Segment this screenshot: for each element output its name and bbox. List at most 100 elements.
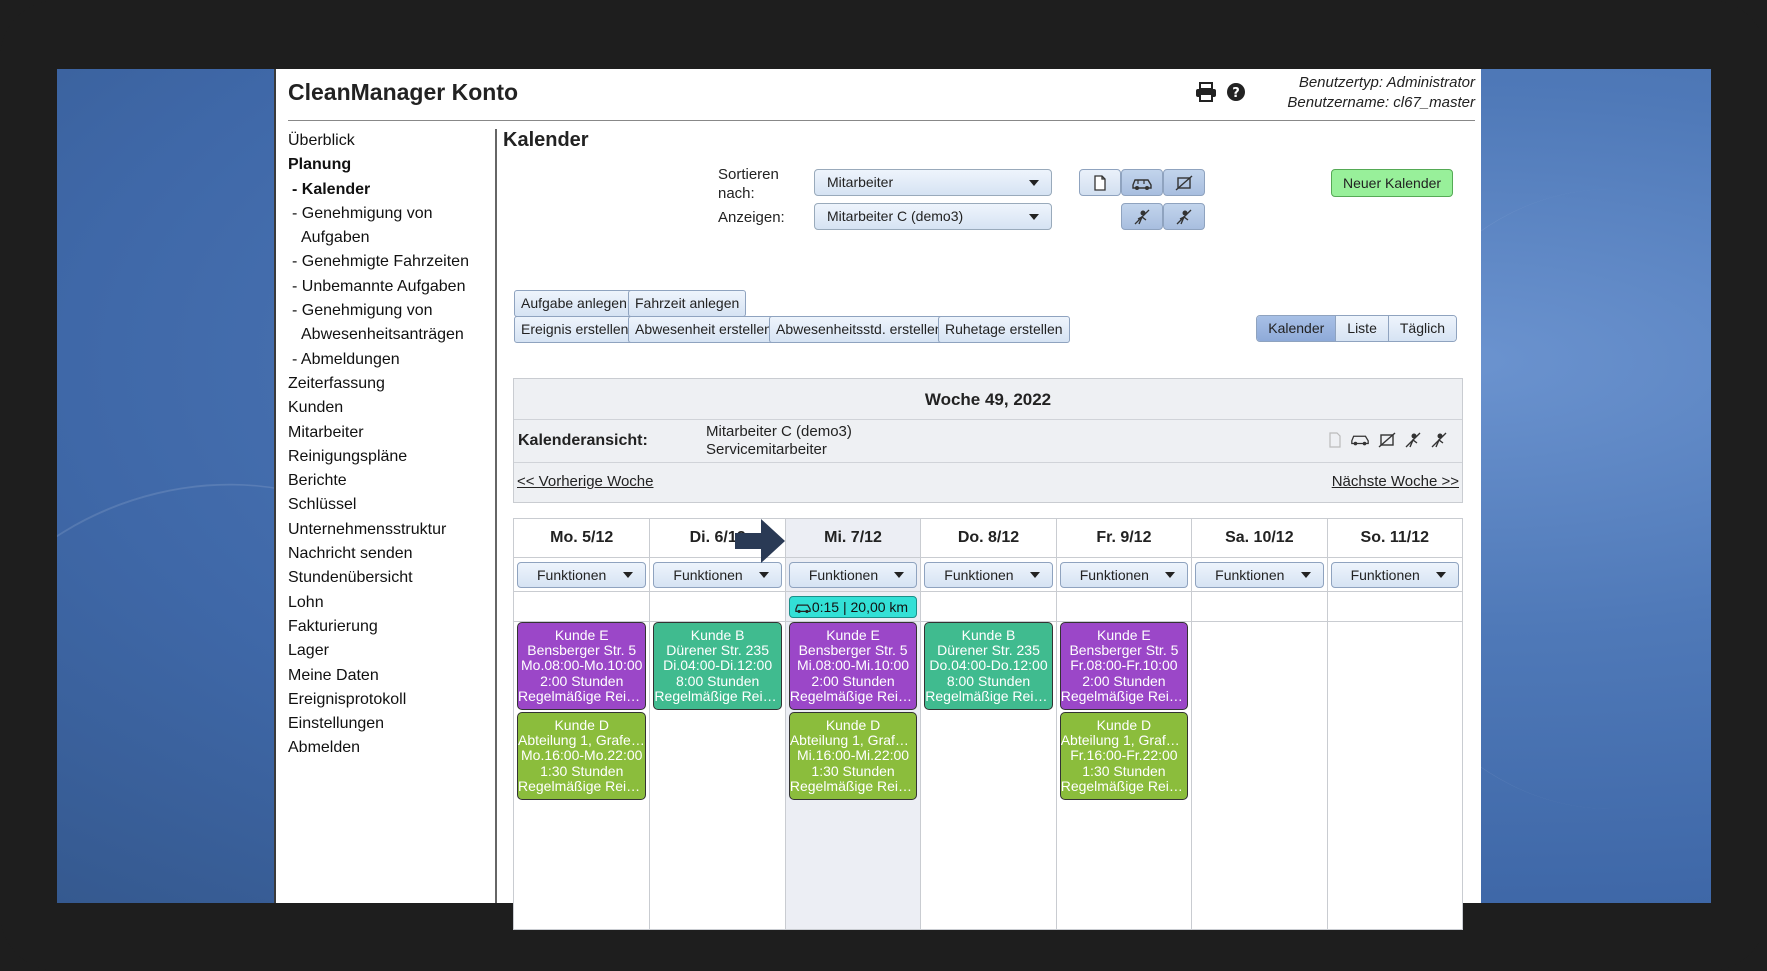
appointment-line: Kunde B <box>690 628 745 643</box>
appointment-line: Kunde D <box>554 718 609 733</box>
appointment-line: Abteilung 1, Grafenberg <box>1060 733 1187 749</box>
chevron-down-icon <box>1165 572 1176 578</box>
day-column: Mi. 7/12 Funktionen 0:15 | 20,00 km Kunde E… <box>784 519 921 929</box>
create-button[interactable]: Ereignis erstellen <box>514 316 636 343</box>
previous-week-link[interactable]: << Vorherige Woche <box>517 473 654 490</box>
travel-time-entry[interactable]: 0:15 | 20,00 km <box>788 596 918 618</box>
chevron-down-icon <box>1029 180 1039 186</box>
sidebar-item[interactable]: - Genehmigung von <box>292 204 433 222</box>
sidebar-item[interactable]: Stundenübersicht <box>288 569 413 587</box>
sidebar-item[interactable]: Unternehmensstruktur <box>288 520 447 538</box>
appointment-card[interactable]: Kunde E Bensberger Str. 5 Mo.08:00-Mo.10:0… <box>517 622 647 710</box>
view-tab[interactable]: Kalender <box>1257 316 1336 341</box>
sidebar-item[interactable]: Kunden <box>288 399 344 417</box>
printer-icon[interactable] <box>1195 81 1217 103</box>
appointment-line: Fr.16:00-Fr.22:00 <box>1070 748 1178 764</box>
sidebar-item[interactable]: Ereignisprotokoll <box>288 690 407 708</box>
sort-select[interactable]: Mitarbeiter <box>814 169 1052 196</box>
sidebar-item[interactable]: - Genehmigung von <box>292 302 433 320</box>
absence-hours-filter-button[interactable] <box>1163 203 1205 230</box>
svg-text:?: ? <box>1232 86 1240 101</box>
travel-row <box>1192 592 1327 622</box>
travel-row <box>514 592 650 622</box>
sidebar-item[interactable]: Planung <box>288 156 352 174</box>
sidebar-item[interactable]: Überblick <box>288 132 355 149</box>
crossed-person-icon <box>1176 209 1192 224</box>
appointment-line: Kunde D <box>1096 718 1152 733</box>
create-button[interactable]: Fahrzeit anlegen <box>628 290 747 317</box>
sidebar-item[interactable]: Aufgaben <box>301 229 370 247</box>
travel-row <box>921 592 1056 622</box>
day-header: Fr. 9/12 <box>1056 519 1192 558</box>
create-button[interactable]: Aufgabe anlegen <box>514 290 634 317</box>
appointment-line: Regelmäßige Reinigung <box>518 688 645 704</box>
new-calendar-button[interactable]: Neuer Kalender <box>1331 169 1454 197</box>
functions-dropdown[interactable]: Funktionen <box>1195 562 1324 588</box>
functions-row: Funktionen <box>1192 558 1327 592</box>
app-title: CleanManager Konto <box>288 79 519 105</box>
appointment-line: 1:30 Stunden <box>1082 763 1166 779</box>
create-button[interactable]: Abwesenheit erstellen <box>628 316 779 343</box>
day-header: Mi. 7/12 <box>785 519 921 558</box>
functions-dropdown[interactable]: Funktionen <box>1330 562 1459 588</box>
week-calendar: Mo. 5/12 Funktionen Kunde E Bensberger Str.… <box>513 518 1463 930</box>
appointment-line: 1:30 Stunden <box>540 763 624 779</box>
functions-label: Funktionen <box>673 567 743 583</box>
sidebar-item[interactable]: - Abmeldungen <box>292 350 400 368</box>
appointment-card[interactable]: Kunde B Dürener Str. 235 Di.04:00-Di.12:00… <box>653 622 782 710</box>
sidebar-item[interactable]: Berichte <box>288 472 347 490</box>
appointment-line: Mo.16:00-Mo.22:00 <box>521 748 643 764</box>
functions-dropdown[interactable]: Funktionen <box>517 562 647 588</box>
sidebar-item[interactable]: Reinigungspläne <box>288 447 408 465</box>
document-filter-button[interactable] <box>1079 169 1121 196</box>
sidebar-item[interactable]: Schlüssel <box>288 496 357 514</box>
appointment-line: Mo.08:00-Mo.10:00 <box>521 658 643 674</box>
week-info-panel: Woche 49, 2022 Kalenderansicht: Mitarbei… <box>513 378 1463 503</box>
view-tab[interactable]: Täglich <box>1387 316 1456 341</box>
sidebar-item[interactable]: - Genehmigte Fahrzeiten <box>292 253 469 271</box>
create-button[interactable]: Ruhetage erstellen <box>938 316 1070 343</box>
next-week-link[interactable]: Nächste Woche >> <box>1331 473 1459 490</box>
sidebar-item[interactable]: Abwesenheitsanträgen <box>301 326 464 344</box>
appointment-card[interactable]: Kunde E Bensberger Str. 5 Mi.08:00-Mi.10:0… <box>788 622 918 710</box>
appointment-line: 8:00 Stunden <box>946 673 1031 689</box>
chevron-down-icon <box>758 572 769 578</box>
show-select[interactable]: Mitarbeiter C (demo3) <box>814 203 1052 230</box>
sidebar-item[interactable]: Lohn <box>288 593 324 611</box>
sidebar-item[interactable]: Mitarbeiter <box>288 423 364 441</box>
day-column: Do. 8/12 Funktionen Kunde B Dürener Str. 23… <box>920 519 1056 929</box>
show-label: Anzeigen: <box>718 209 785 226</box>
view-tab[interactable]: Liste <box>1335 316 1388 341</box>
no-rest-filter-button[interactable] <box>1163 169 1205 196</box>
appointment-card[interactable]: Kunde E Bensberger Str. 5 Fr.08:00-Fr.10:0… <box>1059 622 1189 710</box>
sidebar-item[interactable]: Lager <box>288 642 329 660</box>
help-icon[interactable]: ? <box>1225 81 1247 103</box>
sidebar-item[interactable]: Einstellungen <box>288 715 385 733</box>
appointment-line: Regelmäßige Reinigung <box>1060 778 1188 794</box>
sidebar-item[interactable]: Zeiterfassung <box>288 374 385 392</box>
functions-dropdown[interactable]: Funktionen <box>924 562 1053 588</box>
appointment-line: Abteilung 1, Grafenberg <box>789 733 916 749</box>
sidebar-item[interactable]: Abmelden <box>288 739 361 757</box>
sidebar-item[interactable]: - Unbemannte Aufgaben <box>292 277 466 295</box>
view-tabs: Kalender Liste Täglich <box>1256 315 1457 342</box>
car-filter-button[interactable] <box>1121 169 1163 196</box>
sidebar-item[interactable]: Fakturierung <box>288 617 378 635</box>
appointment-line: Regelmäßige Reinigung <box>518 778 645 794</box>
sidebar-item[interactable]: Nachricht senden <box>288 545 413 563</box>
document-icon <box>1094 174 1106 191</box>
functions-dropdown[interactable]: Funktionen <box>653 562 782 588</box>
create-button[interactable]: Abwesenheitsstd. erstellen <box>769 316 950 343</box>
car-icon <box>1351 435 1369 446</box>
absence-filter-button[interactable] <box>1121 203 1163 230</box>
functions-dropdown[interactable]: Funktionen <box>788 562 918 588</box>
appointment-line: Abteilung 1, Grafenberg <box>518 733 646 749</box>
appointment-card[interactable]: Kunde B Dürener Str. 235 Do.04:00-Do.12:00… <box>924 622 1053 710</box>
sidebar-item[interactable]: Meine Daten <box>288 666 379 684</box>
functions-dropdown[interactable]: Funktionen <box>1059 562 1189 588</box>
appointment-line: Regelmäßige Reinigung <box>789 778 917 794</box>
sidebar-item[interactable]: - Kalender <box>292 180 371 198</box>
